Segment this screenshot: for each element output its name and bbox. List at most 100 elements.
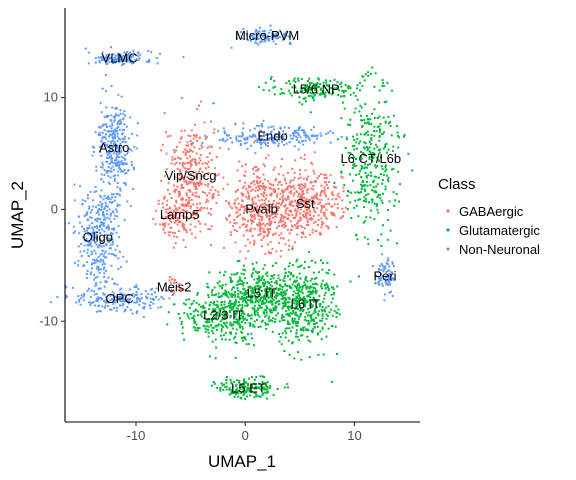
data-point: [196, 203, 199, 206]
data-point: [254, 270, 257, 273]
data-point: [254, 301, 257, 304]
data-point: [165, 131, 167, 134]
data-point: [253, 239, 256, 242]
data-point: [235, 298, 237, 301]
data-point: [297, 219, 300, 222]
data-point: [195, 213, 197, 216]
data-point: [195, 302, 198, 304]
data-point: [107, 181, 110, 184]
data-point: [119, 138, 122, 141]
data-point: [99, 134, 102, 136]
data-point: [214, 189, 217, 192]
data-point: [81, 199, 84, 202]
cluster-label: Meis2: [157, 280, 192, 295]
data-point: [189, 189, 191, 192]
data-point: [263, 165, 266, 168]
data-point: [305, 189, 308, 192]
data-point: [184, 167, 187, 170]
data-point: [223, 303, 226, 306]
data-point: [327, 305, 330, 308]
data-point: [261, 375, 264, 378]
data-point: [299, 265, 302, 268]
data-point: [336, 285, 339, 288]
data-point: [109, 151, 112, 154]
data-point: [307, 266, 310, 268]
data-point: [101, 161, 104, 164]
data-point: [116, 210, 118, 213]
data-point: [266, 307, 269, 309]
data-point: [122, 170, 125, 173]
data-point: [237, 188, 239, 191]
data-point: [299, 203, 302, 206]
data-point: [223, 300, 226, 303]
data-point: [186, 157, 189, 160]
data-point: [295, 129, 298, 132]
data-point: [114, 195, 117, 198]
data-point: [395, 193, 398, 195]
data-point: [113, 133, 116, 136]
data-point: [299, 156, 302, 159]
data-point: [254, 152, 257, 155]
cluster-label: L5 ET: [231, 380, 266, 395]
data-point: [119, 300, 122, 303]
data-point: [316, 137, 318, 140]
data-point: [190, 159, 193, 162]
data-point: [303, 158, 306, 161]
data-point: [237, 395, 240, 398]
data-point: [325, 208, 328, 211]
data-point: [387, 283, 390, 286]
data-point: [82, 292, 85, 295]
data-point: [107, 166, 110, 169]
data-point: [183, 227, 186, 230]
data-point: [209, 228, 212, 231]
data-point: [190, 199, 193, 201]
data-point: [229, 300, 232, 303]
data-point: [271, 311, 274, 314]
data-point: [83, 228, 85, 231]
data-point: [234, 122, 237, 125]
data-point: [99, 297, 102, 300]
data-point: [104, 281, 107, 284]
data-point: [221, 139, 224, 142]
data-point: [231, 286, 234, 289]
data-point: [222, 314, 225, 317]
data-point: [325, 271, 328, 274]
data-point: [68, 222, 71, 225]
data-point: [259, 230, 262, 232]
data-point: [173, 204, 176, 207]
data-point: [303, 89, 306, 91]
data-point: [276, 202, 279, 205]
data-point: [302, 233, 305, 236]
data-point: [113, 59, 116, 62]
data-point: [388, 278, 391, 281]
data-point: [157, 306, 160, 309]
data-point: [253, 294, 256, 297]
data-point: [221, 318, 224, 321]
data-point: [294, 292, 297, 295]
data-point: [271, 300, 274, 303]
data-point: [91, 236, 94, 239]
data-point: [261, 217, 264, 220]
data-point: [243, 273, 245, 276]
data-point: [315, 230, 318, 233]
data-point: [276, 195, 279, 198]
data-point: [357, 199, 360, 201]
data-point: [379, 122, 382, 125]
data-point: [283, 36, 286, 39]
data-point: [238, 135, 241, 138]
data-point: [133, 301, 136, 304]
data-point: [112, 144, 115, 147]
data-point: [152, 217, 155, 220]
data-point: [377, 160, 380, 162]
data-point: [384, 277, 387, 280]
data-point: [116, 132, 119, 135]
data-point: [259, 225, 262, 228]
data-point: [215, 315, 218, 318]
data-point: [244, 304, 247, 307]
data-point: [370, 198, 373, 201]
data-point: [113, 142, 116, 145]
data-point: [302, 131, 305, 134]
data-point: [222, 176, 225, 179]
data-point: [381, 179, 384, 182]
